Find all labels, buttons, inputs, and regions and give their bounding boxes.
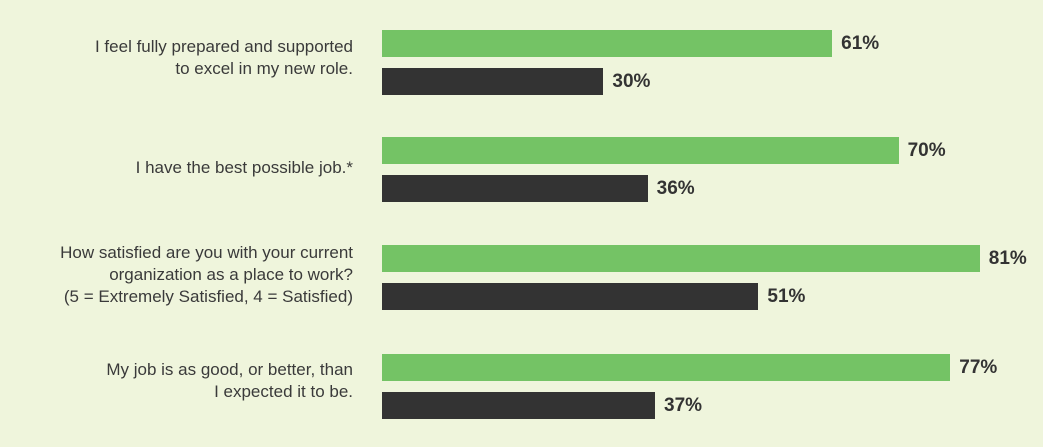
bar (382, 137, 899, 164)
bar-value-label: 77% (959, 357, 998, 378)
bar-value-label: 36% (656, 178, 695, 199)
bar-value-label: 61% (841, 33, 880, 54)
bar-value-label: 30% (612, 71, 651, 92)
question-label: I have the best possible job.* (135, 158, 353, 177)
question-label: How satisfied are you with your current … (60, 243, 353, 306)
question-label: My job is as good, or better, than I exp… (106, 360, 353, 401)
bar (382, 283, 759, 310)
bar (382, 354, 951, 381)
bar (382, 245, 980, 272)
question-label: I feel fully prepared and supported to e… (94, 37, 353, 78)
bar (382, 68, 604, 95)
bar-value-label: 70% (907, 140, 946, 161)
bar-value-label: 37% (664, 395, 703, 416)
bar (382, 392, 656, 419)
bar (382, 175, 648, 202)
bar (382, 30, 833, 57)
bar-value-label: 51% (767, 286, 806, 307)
bar-value-label: 81% (988, 248, 1027, 269)
